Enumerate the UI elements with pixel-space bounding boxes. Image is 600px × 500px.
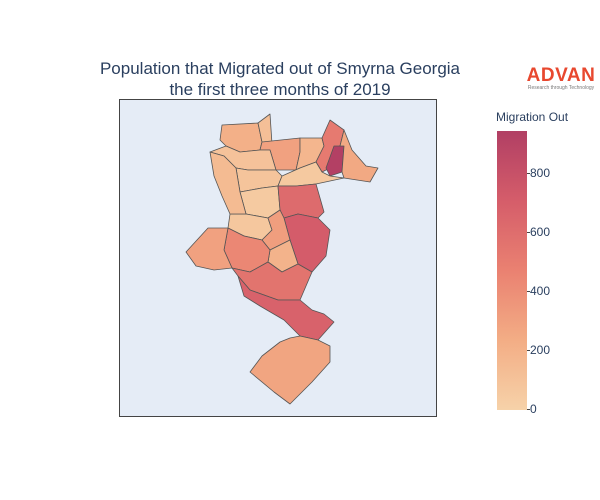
region-r13[interactable] bbox=[277, 183, 325, 219]
region-r21[interactable] bbox=[249, 335, 331, 405]
logo-wordmark: ADVAN bbox=[526, 65, 596, 86]
region-r19[interactable] bbox=[237, 275, 335, 341]
colorbar-title: Migration Out bbox=[496, 110, 569, 124]
map-title-line1: Population that Migrated out of Smyrna G… bbox=[99, 59, 461, 78]
colorbar-tick-400: 400 bbox=[526, 284, 551, 298]
colorbar-tick-0: 0 bbox=[527, 402, 537, 416]
advan-logo: ADVAN Research through Technology bbox=[526, 66, 596, 92]
colorbar-tick-600: 600 bbox=[526, 225, 551, 239]
colorbar-tick-200: 200 bbox=[526, 343, 551, 357]
region-r20[interactable] bbox=[185, 227, 233, 271]
logo-tagline: Research through Technology bbox=[527, 85, 595, 91]
map-title: Population that Migrated out of Smyrna G… bbox=[60, 58, 500, 100]
colorbar-gradient bbox=[497, 131, 527, 410]
choropleth-map[interactable] bbox=[119, 99, 437, 417]
colorbar-tick-800: 800 bbox=[526, 166, 551, 180]
region-r8[interactable] bbox=[339, 129, 379, 183]
map-title-line2: the first three months of 2019 bbox=[169, 80, 391, 99]
region-r22[interactable] bbox=[209, 151, 247, 215]
